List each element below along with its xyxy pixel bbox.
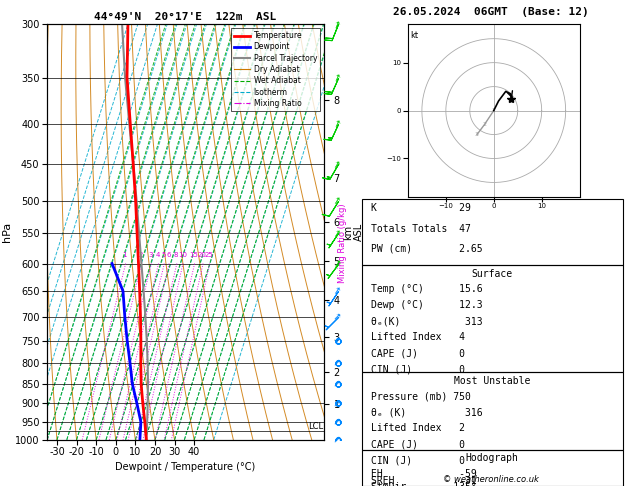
Text: 4: 4 bbox=[156, 252, 160, 258]
Text: Lifted Index   4: Lifted Index 4 bbox=[371, 332, 465, 343]
Text: CAPE (J)       0: CAPE (J) 0 bbox=[371, 348, 465, 359]
Text: 15: 15 bbox=[189, 252, 198, 258]
Text: 1: 1 bbox=[492, 108, 496, 113]
Text: StmDir        135°: StmDir 135° bbox=[371, 482, 477, 486]
Text: EH             -59: EH -59 bbox=[371, 469, 477, 479]
Text: Temp (°C)      15.6: Temp (°C) 15.6 bbox=[371, 284, 482, 295]
Text: K              29: K 29 bbox=[371, 203, 471, 213]
Text: →: → bbox=[332, 72, 345, 83]
Text: Pressure (mb) 750: Pressure (mb) 750 bbox=[371, 391, 471, 401]
Text: kt: kt bbox=[410, 32, 418, 40]
Text: →: → bbox=[332, 311, 345, 323]
Text: CAPE (J)       0: CAPE (J) 0 bbox=[371, 439, 465, 450]
Y-axis label: km
ASL: km ASL bbox=[343, 223, 364, 241]
Text: 5: 5 bbox=[162, 252, 166, 258]
Text: SREH           -31: SREH -31 bbox=[371, 476, 477, 486]
Text: →: → bbox=[332, 377, 345, 390]
Text: →: → bbox=[332, 416, 345, 429]
Text: →: → bbox=[332, 194, 345, 207]
Text: © weatheronline.co.uk: © weatheronline.co.uk bbox=[443, 474, 538, 484]
Text: Surface: Surface bbox=[472, 269, 513, 279]
Text: Mixing Ratio (g/kg): Mixing Ratio (g/kg) bbox=[338, 203, 347, 283]
Title: 44°49'N  20°17'E  122m  ASL: 44°49'N 20°17'E 122m ASL bbox=[94, 12, 277, 22]
Text: →: → bbox=[332, 356, 345, 369]
Text: 3: 3 bbox=[148, 252, 153, 258]
Text: →: → bbox=[332, 397, 345, 410]
Text: →: → bbox=[332, 335, 345, 347]
Text: →: → bbox=[332, 118, 345, 129]
Text: PW (cm)        2.65: PW (cm) 2.65 bbox=[371, 244, 482, 254]
Text: 10: 10 bbox=[178, 252, 187, 258]
Text: 1: 1 bbox=[123, 252, 127, 258]
Y-axis label: hPa: hPa bbox=[3, 222, 12, 242]
Text: 26.05.2024  06GMT  (Base: 12): 26.05.2024 06GMT (Base: 12) bbox=[392, 7, 589, 17]
X-axis label: Dewpoint / Temperature (°C): Dewpoint / Temperature (°C) bbox=[116, 462, 255, 471]
Text: →: → bbox=[332, 18, 345, 30]
Text: →: → bbox=[332, 158, 345, 170]
Text: CIN (J)        0: CIN (J) 0 bbox=[371, 455, 465, 466]
Text: →: → bbox=[332, 434, 345, 446]
Text: Lifted Index   2: Lifted Index 2 bbox=[371, 423, 465, 434]
Text: θₑ (K)          316: θₑ (K) 316 bbox=[371, 407, 482, 417]
Legend: Temperature, Dewpoint, Parcel Trajectory, Dry Adiabat, Wet Adiabat, Isotherm, Mi: Temperature, Dewpoint, Parcel Trajectory… bbox=[231, 28, 320, 111]
Text: →: → bbox=[332, 257, 345, 270]
Text: Hodograph: Hodograph bbox=[465, 453, 519, 464]
Text: Dewp (°C)      12.3: Dewp (°C) 12.3 bbox=[371, 300, 482, 311]
Text: 3: 3 bbox=[475, 132, 479, 137]
Text: CIN (J)        0: CIN (J) 0 bbox=[371, 364, 465, 375]
Text: 20: 20 bbox=[198, 252, 207, 258]
Text: 8: 8 bbox=[174, 252, 179, 258]
Text: θₑ(K)           313: θₑ(K) 313 bbox=[371, 316, 482, 327]
Text: →: → bbox=[332, 227, 345, 240]
Text: →: → bbox=[332, 285, 345, 297]
Text: 2: 2 bbox=[138, 252, 143, 258]
Text: 6: 6 bbox=[166, 252, 170, 258]
Text: Most Unstable: Most Unstable bbox=[454, 376, 530, 386]
Text: 2: 2 bbox=[482, 122, 486, 127]
Text: Totals Totals  47: Totals Totals 47 bbox=[371, 224, 471, 234]
Text: LCL: LCL bbox=[308, 422, 323, 431]
Text: 25: 25 bbox=[205, 252, 213, 258]
